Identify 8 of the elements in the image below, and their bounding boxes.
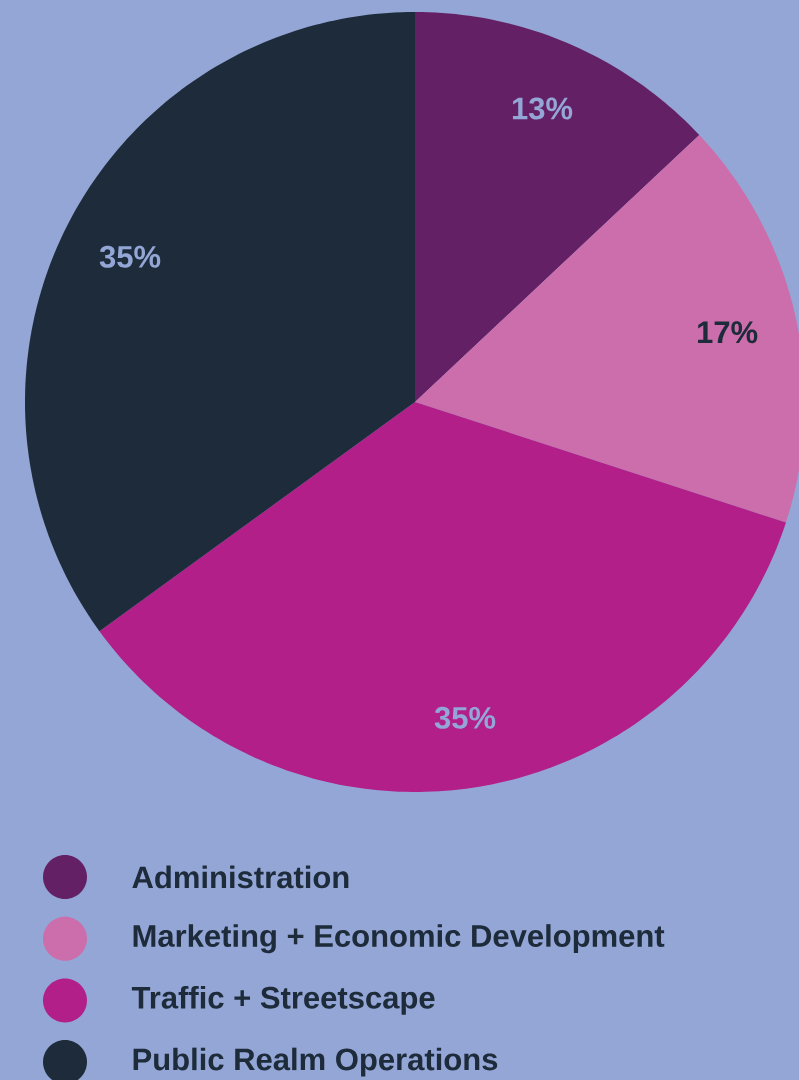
legend-label: Public Realm Operations [133, 1047, 498, 1077]
data-label: 13% [512, 97, 573, 120]
legend-label: Administration [132, 865, 349, 889]
data-label: 35% [434, 706, 496, 729]
legend-label: Marketing + Economic Development [133, 924, 665, 954]
data-label: 17% [698, 321, 758, 344]
data-label: 35% [99, 245, 161, 268]
legend-label: Traffic + Streetscape [131, 985, 435, 1015]
